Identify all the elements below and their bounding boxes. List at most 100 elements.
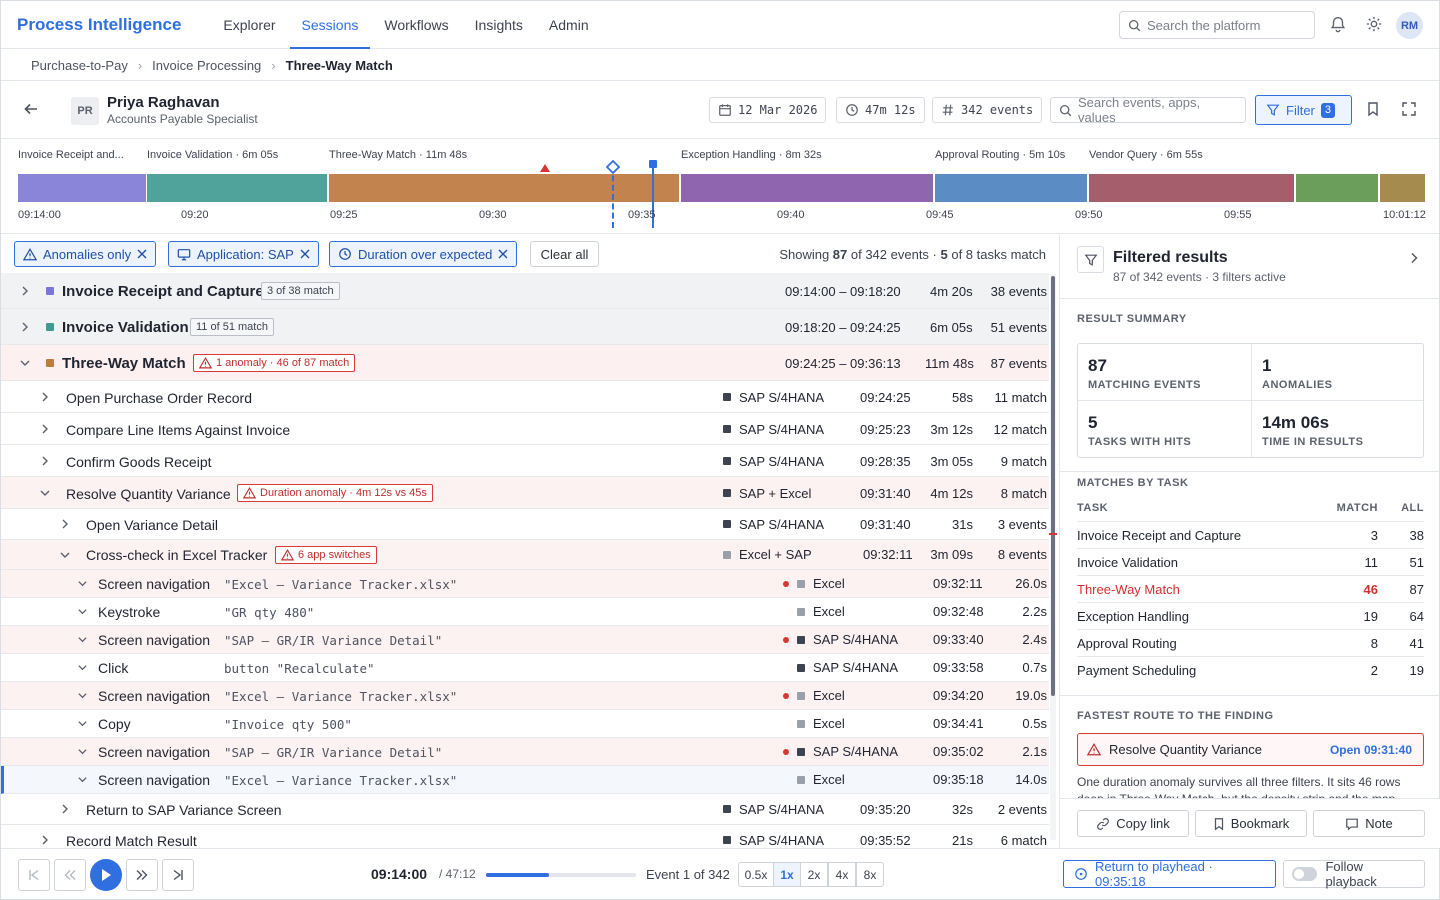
event-row[interactable]: Click button "Recalculate" SAP S/4HANA 0…: [1, 654, 1049, 682]
matches-table-row[interactable]: Exception Handling 19 64: [1077, 603, 1424, 630]
user-avatar[interactable]: RM: [1396, 12, 1423, 39]
nav-tab-insights[interactable]: Insights: [474, 16, 523, 33]
follow-playback-toggle[interactable]: Follow playback: [1283, 859, 1425, 889]
substep-row[interactable]: Return to SAP Variance Screen SAP S/4HAN…: [1, 794, 1049, 825]
event-row[interactable]: Screen navigation "SAP — GR/IR Variance …: [1, 738, 1049, 766]
timeline-segment[interactable]: [1089, 174, 1294, 202]
chevron-right-icon[interactable]: [39, 423, 51, 435]
bookmark-icon[interactable]: [1365, 101, 1383, 119]
chevron-right-icon[interactable]: [39, 391, 51, 403]
filter-chip-anomalies[interactable]: Anomalies only: [14, 241, 157, 267]
skip-to-start-icon[interactable]: [18, 859, 50, 891]
matches-table-row-highlight[interactable]: Three-Way Match 46 87: [1077, 576, 1424, 603]
expand-icon[interactable]: [1401, 101, 1419, 119]
platform-search-input[interactable]: Search the platform: [1119, 11, 1315, 39]
chevron-down-icon[interactable]: [19, 357, 31, 369]
nav-tab-workflows[interactable]: Workflows: [384, 16, 449, 33]
return-to-playhead-button[interactable]: Return to playhead · 09:35:18: [1063, 859, 1276, 889]
timeline-segment[interactable]: [681, 174, 933, 202]
close-icon[interactable]: [498, 249, 508, 259]
breadcrumb-item[interactable]: Purchase-to-Pay: [31, 57, 128, 73]
playhead-handle[interactable]: [649, 160, 657, 168]
skip-to-end-icon[interactable]: [162, 859, 194, 891]
filter-chip-application[interactable]: Application: SAP: [168, 241, 319, 267]
nav-tab-explorer[interactable]: Explorer: [223, 16, 276, 33]
step-row[interactable]: Open Purchase Order Record SAP S/4HANA 0…: [1, 381, 1049, 413]
task-row[interactable]: Three-Way Match 1 anomaly · 46 of 87 mat…: [1, 345, 1049, 381]
chevron-down-icon[interactable]: [77, 690, 89, 702]
substep-row-anomaly[interactable]: Cross-check in Excel Tracker 6 app switc…: [1, 540, 1049, 570]
clear-all-filters-button[interactable]: Clear all: [530, 241, 599, 267]
toggle-switch[interactable]: [1292, 867, 1318, 881]
chevron-right-icon[interactable]: [39, 455, 51, 467]
substep-row[interactable]: Open Variance Detail SAP S/4HANA 09:31:4…: [1, 509, 1049, 540]
step-row-anomaly[interactable]: Resolve Quantity Variance Duration anoma…: [1, 477, 1049, 509]
chevron-right-icon[interactable]: [19, 285, 31, 297]
chevron-down-icon[interactable]: [77, 774, 89, 786]
fast-forward-icon[interactable]: [126, 859, 158, 891]
bookmark-button[interactable]: Bookmark: [1195, 810, 1307, 837]
chevron-right-icon[interactable]: [19, 321, 31, 333]
filter-chip-duration[interactable]: Duration over expected: [329, 241, 518, 267]
anomaly-marker-icon[interactable]: [540, 164, 550, 172]
brand-logo[interactable]: Process Intelligence: [17, 14, 182, 34]
diamond-marker-icon[interactable]: [606, 160, 620, 174]
gear-icon[interactable]: [1365, 15, 1385, 35]
chevron-down-icon[interactable]: [77, 718, 89, 730]
chevron-down-icon[interactable]: [77, 578, 89, 590]
breadcrumb-item[interactable]: Invoice Processing: [152, 57, 262, 73]
finding-card[interactable]: Resolve Quantity Variance Open 09:31:40: [1077, 733, 1424, 766]
speed-option[interactable]: 8x: [856, 862, 884, 887]
close-icon[interactable]: [137, 249, 147, 259]
timeline-segment[interactable]: [18, 174, 146, 202]
back-arrow-icon[interactable]: [23, 101, 41, 119]
timeline-segment[interactable]: [147, 174, 327, 202]
task-row[interactable]: Invoice Validation 11 of 51 match 09:18:…: [1, 309, 1049, 345]
step-row[interactable]: Confirm Goods Receipt SAP S/4HANA 09:28:…: [1, 445, 1049, 477]
chevron-down-icon[interactable]: [59, 549, 71, 561]
chevron-down-icon[interactable]: [77, 662, 89, 674]
session-timeline[interactable]: Invoice Receipt and... Invoice Validatio…: [1, 140, 1439, 234]
task-row[interactable]: Invoice Receipt and Capture 3 of 38 matc…: [1, 273, 1049, 309]
chevron-down-icon[interactable]: [39, 487, 51, 499]
nav-tab-sessions[interactable]: Sessions: [289, 1, 371, 49]
chevron-right-icon[interactable]: [39, 834, 51, 846]
matches-table-row[interactable]: Invoice Receipt and Capture 3 38: [1077, 522, 1424, 549]
event-row[interactable]: Copy "Invoice qty 500" Excel 09:34:41 0.…: [1, 710, 1049, 738]
speed-option[interactable]: 0.5x: [738, 862, 774, 887]
chevron-right-icon[interactable]: [1409, 252, 1419, 264]
event-row[interactable]: Screen navigation "SAP — GR/IR Variance …: [1, 626, 1049, 654]
playhead-line[interactable]: [652, 166, 654, 228]
event-search-input[interactable]: Search events, apps, values: [1050, 95, 1246, 125]
play-button[interactable]: [90, 859, 122, 891]
timeline-segment[interactable]: [935, 174, 1087, 202]
speed-option[interactable]: 4x: [828, 862, 856, 887]
close-icon[interactable]: [300, 249, 310, 259]
chevron-right-icon[interactable]: [59, 803, 71, 815]
matches-table-row[interactable]: Invoice Validation 11 51: [1077, 549, 1424, 576]
matches-table-row[interactable]: Payment Scheduling 2 19: [1077, 657, 1424, 684]
timeline-segment[interactable]: [1380, 174, 1425, 202]
filter-button[interactable]: Filter 3: [1255, 95, 1352, 125]
speed-option[interactable]: 2x: [800, 862, 828, 887]
matches-table-row[interactable]: Approval Routing 8 41: [1077, 630, 1424, 657]
event-row[interactable]: Screen navigation "Excel — Variance Trac…: [1, 570, 1049, 598]
chevron-down-icon[interactable]: [77, 746, 89, 758]
timeline-segment[interactable]: [329, 174, 679, 202]
step-row[interactable]: Compare Line Items Against Invoice SAP S…: [1, 413, 1049, 445]
nav-tab-admin[interactable]: Admin: [548, 16, 589, 33]
event-row[interactable]: Keystroke "GR qty 480" Excel 09:32:48 2.…: [1, 598, 1049, 626]
timeline-segment[interactable]: [1296, 174, 1378, 202]
event-row[interactable]: Screen navigation "Excel — Variance Trac…: [1, 682, 1049, 710]
event-row-current[interactable]: Screen navigation "Excel — Variance Trac…: [1, 766, 1049, 794]
table-scrollbar-thumb[interactable]: [1051, 276, 1055, 696]
speed-option-active[interactable]: 1x: [773, 862, 801, 887]
note-button[interactable]: Note: [1313, 810, 1425, 837]
copy-link-button[interactable]: Copy link: [1077, 810, 1189, 837]
open-finding-link[interactable]: Open 09:31:40: [1329, 743, 1412, 757]
playback-progress-track[interactable]: [486, 873, 636, 877]
chevron-right-icon[interactable]: [59, 518, 71, 530]
bell-icon[interactable]: [1329, 15, 1349, 35]
step-row[interactable]: Record Match Result SAP S/4HANA 09:35:52…: [1, 825, 1049, 848]
chevron-down-icon[interactable]: [77, 606, 89, 618]
